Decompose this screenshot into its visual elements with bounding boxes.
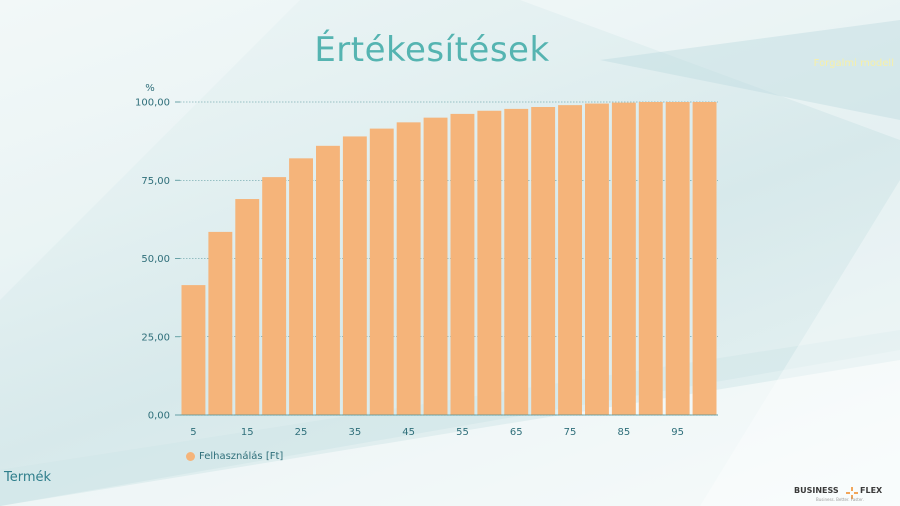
logo-text-left: BUSINESS — [794, 486, 839, 495]
chart-legend: Felhasználás [Ft] — [186, 451, 283, 462]
logo-text-right: FLEX — [860, 486, 883, 495]
y-tick-label: 100,00 — [135, 98, 170, 109]
legend-swatch — [186, 452, 195, 461]
bar — [396, 122, 421, 415]
x-tick-label: 35 — [348, 427, 361, 438]
bar — [611, 102, 636, 415]
bar — [235, 199, 260, 415]
x-tick-label: 55 — [456, 427, 469, 438]
bar — [638, 102, 663, 415]
model-tag: Forgalmi modell — [813, 58, 894, 69]
y-tick-label: 75,00 — [141, 176, 170, 187]
bar — [504, 108, 529, 416]
y-axis-label: % — [145, 83, 155, 94]
bar — [558, 105, 582, 415]
x-tick-label: 5 — [190, 427, 196, 438]
legend-label: Felhasználás [Ft] — [199, 451, 284, 462]
bar — [665, 102, 690, 415]
page-title: Értékesítések — [314, 30, 550, 70]
y-tick-label: 0,00 — [148, 411, 170, 422]
bar — [477, 110, 502, 415]
bar — [450, 113, 475, 416]
bar — [342, 136, 367, 415]
business-flex-logo: BUSINESS FLEX Business. Better. Faster. — [794, 484, 894, 504]
x-tick-label: 75 — [564, 427, 577, 438]
bar — [262, 177, 287, 415]
bar — [208, 231, 233, 415]
logo-tagline: Business. Better. Faster. — [816, 497, 864, 502]
bar — [289, 158, 313, 415]
bar — [585, 103, 609, 415]
bar — [181, 285, 206, 415]
bar — [531, 107, 556, 416]
logo-cross-icon — [846, 484, 858, 499]
bar — [369, 128, 394, 416]
bar — [316, 145, 340, 415]
footer-label: Termék — [4, 470, 52, 485]
bar — [423, 117, 448, 416]
x-tick-label: 25 — [295, 427, 308, 438]
y-tick-label: 25,00 — [141, 332, 170, 343]
x-tick-label: 65 — [510, 427, 523, 438]
x-tick-label: 95 — [671, 427, 684, 438]
y-tick-label: 50,00 — [141, 254, 170, 265]
x-tick-label: 85 — [617, 427, 630, 438]
x-tick-label: 45 — [402, 427, 415, 438]
bar — [692, 102, 717, 415]
x-tick-label: 15 — [241, 427, 254, 438]
